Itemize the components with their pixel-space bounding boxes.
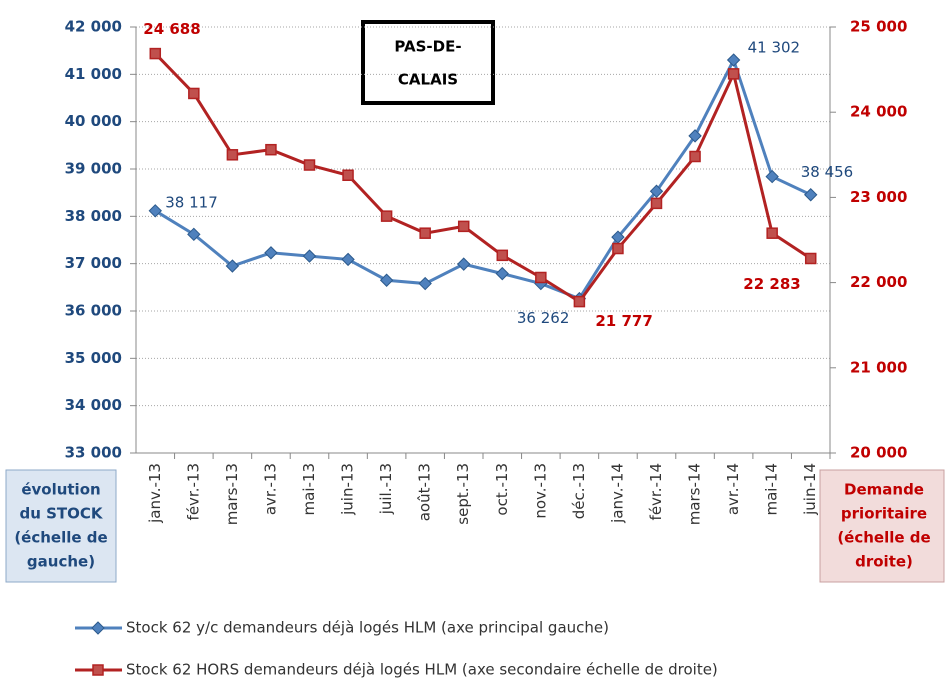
x-tick-label: mai-14 [763, 463, 781, 515]
y-axis-label: évolution [21, 481, 100, 499]
data-label: 38 117 [165, 193, 218, 211]
point [149, 47, 162, 60]
title-box [361, 20, 495, 105]
y2-tick-label: 24 000 [850, 103, 907, 121]
point [649, 184, 664, 198]
y-axis-label: du STOCK [19, 505, 103, 523]
legend-marker [92, 664, 104, 676]
point [727, 68, 740, 80]
point [457, 257, 471, 271]
x-tick-label: avr.-14 [724, 463, 742, 515]
y-tick-label: 39 000 [65, 160, 122, 178]
point [226, 149, 239, 161]
point [341, 252, 355, 267]
y-label-box [5, 469, 117, 583]
x-tick-label: janv.-14 [608, 463, 626, 524]
point [380, 210, 393, 222]
y-tick-label: 41 000 [65, 65, 122, 83]
point [302, 249, 317, 263]
point [766, 227, 778, 239]
x-tick-label: août-13 [416, 463, 434, 521]
point [379, 273, 394, 287]
y-tick-label: 34 000 [65, 396, 122, 414]
point [225, 259, 240, 273]
x-tick-label: janv.-13 [146, 463, 164, 524]
data-label: 21 777 [595, 312, 652, 330]
x-tick-label: juin-14 [801, 463, 819, 516]
point [612, 242, 624, 255]
series-line [154, 52, 812, 304]
y-tick-label: 36 000 [65, 302, 122, 320]
x-tick-label: oct.-13 [493, 463, 511, 516]
x-tick-label: févr.-13 [184, 463, 202, 520]
y2-tick-label: 21 000 [850, 358, 907, 376]
point [535, 271, 547, 284]
point [188, 87, 200, 100]
data-label: 38 456 [801, 163, 854, 181]
point [650, 197, 663, 210]
point [804, 252, 817, 265]
x-tick-label: mars-14 [686, 463, 704, 525]
legend-label: Stock 62 y/c demandeurs déjà logés HLM (… [126, 619, 609, 637]
point [573, 295, 586, 308]
x-tick-label: juil.-13 [377, 463, 395, 515]
y2-axis-label: (échelle de [837, 529, 930, 547]
x-tick-label: nov.-13 [531, 463, 549, 519]
y-tick-label: 35 000 [65, 349, 122, 367]
x-tick-label: avr.-13 [261, 463, 279, 515]
y2-axis-label: Demande [844, 481, 924, 499]
data-label: 24 688 [143, 20, 200, 38]
point [342, 169, 354, 181]
point [264, 246, 278, 260]
legend-marker [91, 621, 105, 635]
point [148, 204, 162, 218]
data-label: 36 262 [517, 309, 570, 327]
x-tick-label: mars-13 [223, 463, 241, 525]
point [765, 169, 779, 184]
point [303, 159, 316, 171]
series-line [154, 56, 812, 301]
y-tick-label: 42 000 [65, 18, 122, 36]
chart-title: PAS-DE- [394, 38, 461, 56]
x-tick-label: sept.-13 [454, 463, 472, 525]
point [419, 227, 431, 239]
point [688, 129, 702, 143]
x-tick-label: déc.-13 [570, 463, 588, 519]
y2-axis-label: prioritaire [841, 505, 927, 523]
point [496, 249, 509, 262]
point [457, 220, 470, 233]
chart-title: CALAIS [398, 71, 458, 89]
x-tick-label: juin-13 [339, 463, 357, 516]
point [726, 53, 741, 67]
y2-axis-label: droite) [855, 553, 913, 571]
y2-tick-label: 25 000 [850, 18, 907, 36]
y-axis-label: gauche) [27, 553, 95, 571]
y-tick-label: 40 000 [65, 112, 122, 130]
point [187, 227, 201, 242]
x-tick-label: mai-13 [300, 463, 318, 515]
point [804, 188, 818, 202]
y2-tick-label: 23 000 [850, 188, 907, 206]
y-axis-label: (échelle de [14, 529, 107, 547]
point [495, 266, 509, 281]
y2-label-box [819, 469, 945, 583]
legend-label: Stock 62 HORS demandeurs déjà logés HLM … [126, 661, 718, 679]
y-tick-label: 33 000 [65, 444, 122, 462]
data-label: 22 283 [743, 275, 800, 293]
y2-tick-label: 22 000 [850, 273, 907, 291]
x-tick-label: févr.-14 [647, 463, 665, 520]
data-label: 41 302 [748, 39, 801, 57]
point [265, 143, 277, 156]
point [689, 150, 701, 163]
y2-tick-label: 20 000 [850, 444, 907, 462]
y-tick-label: 37 000 [65, 254, 122, 272]
y-tick-label: 38 000 [65, 207, 122, 225]
point [418, 276, 432, 291]
